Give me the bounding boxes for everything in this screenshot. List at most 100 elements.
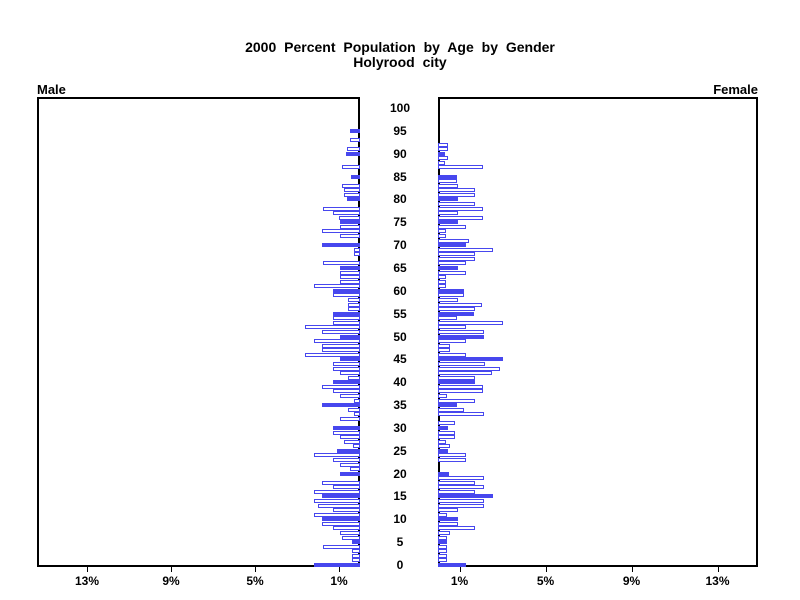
age-tick-label-75: 75 bbox=[393, 215, 407, 230]
female-age-66-bar bbox=[438, 261, 466, 266]
male-age-26-bar bbox=[352, 444, 360, 449]
female-age-12-bar bbox=[438, 508, 459, 513]
female-age-59-bar bbox=[438, 293, 464, 298]
age-tick-label-90: 90 bbox=[393, 146, 407, 161]
female-age-52-bar bbox=[438, 325, 466, 330]
male-age-54-bar bbox=[332, 316, 360, 321]
female-age-76-bar bbox=[438, 215, 484, 220]
male-age-8-bar bbox=[332, 526, 360, 531]
female-age-2-bar bbox=[438, 553, 447, 558]
female-age-39-bar bbox=[438, 384, 484, 389]
male-age-74-bar bbox=[340, 224, 360, 229]
female-age-15-bar bbox=[438, 494, 493, 499]
age-tick-label-5: 5 bbox=[396, 535, 404, 550]
male-age-53-bar bbox=[332, 320, 360, 325]
female-age-27-bar bbox=[438, 439, 446, 444]
female-age-14-bar bbox=[438, 499, 485, 503]
female-age-65-bar bbox=[438, 265, 459, 270]
female-age-7-bar bbox=[438, 531, 450, 535]
male-age-6-bar bbox=[342, 535, 360, 540]
female-age-51-bar bbox=[438, 329, 485, 334]
female-age-72-bar bbox=[438, 234, 446, 238]
female-age-41-bar bbox=[438, 375, 475, 380]
male-age-9-bar bbox=[322, 521, 360, 526]
female-age-87-bar bbox=[438, 165, 484, 170]
male-9pct-tick-label: 9% bbox=[162, 574, 180, 588]
male-age-46-bar bbox=[305, 352, 360, 357]
female-age-18-bar bbox=[438, 480, 475, 485]
male-age-56-bar bbox=[348, 307, 360, 312]
female-panel-label: Female bbox=[713, 82, 758, 97]
age-tick-label-50: 50 bbox=[393, 329, 407, 344]
male-age-65-bar bbox=[340, 265, 360, 270]
female-age-40-bar bbox=[438, 380, 475, 385]
chart-subtitle: Holyrood city bbox=[353, 54, 447, 70]
male-age-55-bar bbox=[332, 311, 360, 316]
male-age-25-bar bbox=[336, 448, 360, 453]
female-9pct-tick-label: 9% bbox=[622, 574, 641, 588]
female-age-37-bar bbox=[438, 393, 447, 398]
male-age-73-bar bbox=[322, 229, 360, 234]
female-age-77-bar bbox=[438, 211, 459, 216]
age-tick-label-0: 0 bbox=[396, 558, 404, 572]
male-age-29-bar bbox=[332, 430, 360, 435]
female-age-29-bar bbox=[438, 430, 456, 435]
female-9pct-tick bbox=[631, 567, 633, 572]
chart-title-block: 2000 Percent Population by Age by Gender… bbox=[0, 40, 800, 70]
male-age-77-bar bbox=[332, 211, 360, 216]
female-age-25-bar bbox=[438, 448, 448, 453]
male-age-4-bar bbox=[323, 544, 361, 549]
male-panel-label: Male bbox=[37, 82, 66, 97]
chart-title: 2000 Percent Population by Age by Gender bbox=[245, 39, 555, 55]
female-age-55-bar bbox=[438, 311, 474, 316]
male-age-66-bar bbox=[323, 261, 361, 266]
male-age-82-bar bbox=[344, 188, 361, 193]
male-age-23-bar bbox=[332, 457, 360, 462]
age-tick-label-25: 25 bbox=[393, 443, 407, 458]
male-age-95-bar bbox=[349, 128, 360, 133]
male-age-51-bar bbox=[322, 329, 360, 334]
male-13pct-tick-label: 13% bbox=[74, 574, 100, 588]
female-age-1-bar bbox=[438, 558, 447, 563]
female-age-58-bar bbox=[438, 297, 459, 302]
female-age-8-bar bbox=[438, 526, 475, 531]
male-age-37-bar bbox=[340, 393, 360, 398]
female-5pct-tick bbox=[545, 567, 547, 572]
female-age-11-bar bbox=[438, 512, 447, 517]
female-age-62-bar bbox=[438, 279, 446, 284]
female-plot-frame bbox=[438, 97, 758, 567]
male-age-41-bar bbox=[348, 375, 360, 380]
female-age-82-bar bbox=[438, 188, 475, 193]
male-age-34-bar bbox=[348, 407, 360, 412]
male-age-63-bar bbox=[340, 275, 360, 280]
female-age-68-bar bbox=[438, 252, 475, 257]
male-age-0-bar bbox=[313, 563, 360, 567]
female-age-80-bar bbox=[438, 197, 459, 202]
age-tick-label-30: 30 bbox=[393, 420, 407, 435]
female-age-90-bar bbox=[438, 151, 445, 156]
male-age-85-bar bbox=[350, 174, 361, 179]
male-age-45-bar bbox=[340, 357, 360, 362]
male-age-7-bar bbox=[340, 531, 360, 535]
female-age-83-bar bbox=[438, 183, 459, 188]
male-age-21-bar bbox=[349, 467, 360, 471]
female-age-78-bar bbox=[438, 206, 484, 211]
female-age-70-bar bbox=[438, 243, 466, 248]
female-age-79-bar bbox=[438, 202, 475, 206]
male-age-20-bar bbox=[340, 471, 360, 476]
male-age-47-bar bbox=[322, 348, 360, 353]
female-age-23-bar bbox=[438, 457, 466, 462]
male-age-64-bar bbox=[340, 270, 360, 275]
male-age-57-bar bbox=[348, 302, 360, 307]
female-age-16-bar bbox=[438, 489, 475, 494]
female-13pct-tick-label: 13% bbox=[705, 574, 730, 588]
male-age-13-bar bbox=[318, 503, 360, 508]
female-13pct-tick bbox=[717, 567, 719, 572]
female-age-57-bar bbox=[438, 302, 483, 307]
age-tick-label-55: 55 bbox=[393, 306, 407, 321]
male-9pct-tick bbox=[171, 567, 172, 572]
female-age-63-bar bbox=[438, 275, 446, 280]
male-age-87-bar bbox=[342, 165, 360, 170]
female-age-60-bar bbox=[438, 288, 464, 293]
male-age-1-bar bbox=[351, 558, 360, 563]
